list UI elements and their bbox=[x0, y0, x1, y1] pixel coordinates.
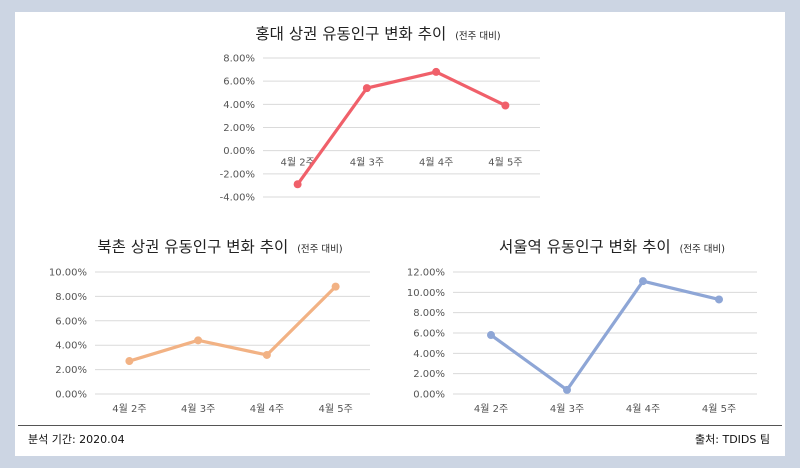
y-tick-label: 10.00% bbox=[49, 268, 87, 279]
chart-card bbox=[15, 12, 785, 456]
x-tick-label: 4월 5주 bbox=[488, 157, 522, 169]
x-tick-label: 4월 2주 bbox=[474, 403, 508, 415]
x-tick-label: 4월 2주 bbox=[280, 157, 314, 169]
series-line bbox=[127, 285, 338, 363]
x-tick-label: 4월 4주 bbox=[250, 403, 284, 415]
x-tick-label: 4월 4주 bbox=[626, 403, 660, 415]
x-tick-label: 4월 5주 bbox=[318, 403, 352, 415]
data-point bbox=[293, 180, 302, 189]
data-source: 출처: TDIDS 팀 bbox=[695, 433, 770, 446]
chart-title-main: 서울역 유동인구 변화 추이 bbox=[499, 238, 671, 256]
y-tick-label: -4.00% bbox=[220, 193, 255, 204]
chart-subtitle: (전주 대비) bbox=[680, 244, 725, 255]
x-tick-label: 4월 3주 bbox=[350, 157, 384, 169]
y-tick-label: 0.00% bbox=[413, 390, 445, 401]
series-line bbox=[296, 70, 507, 186]
y-tick-label: 4.00% bbox=[55, 341, 87, 352]
series-line bbox=[489, 279, 721, 392]
chart-title: 홍대 상권 유동인구 변화 추이 (전주 대비) bbox=[255, 25, 500, 43]
y-tick-label: 2.00% bbox=[55, 365, 87, 376]
chart-title-main: 홍대 상권 유동인구 변화 추이 bbox=[255, 25, 446, 43]
data-point bbox=[501, 101, 510, 110]
data-point bbox=[194, 336, 203, 345]
chart-bukchon: 북촌 상권 유동인구 변화 추이 (전주 대비) 0.00% 2.00% 4.00%… bbox=[49, 238, 370, 415]
x-tick-label: 4월 2주 bbox=[112, 403, 146, 415]
y-tick-label: 8.00% bbox=[413, 308, 445, 319]
y-tick-label: 4.00% bbox=[413, 349, 445, 360]
y-tick-label: -2.00% bbox=[220, 169, 255, 180]
y-tick-label: 2.00% bbox=[413, 369, 445, 380]
y-tick-label: 12.00% bbox=[407, 268, 445, 279]
chart-title: 서울역 유동인구 변화 추이 (전주 대비) bbox=[499, 238, 725, 256]
y-tick-label: 8.00% bbox=[223, 54, 255, 65]
data-point bbox=[563, 385, 571, 394]
y-tick-label: 10.00% bbox=[407, 288, 445, 299]
y-tick-label: 0.00% bbox=[55, 390, 87, 401]
x-tick-label: 4월 3주 bbox=[550, 403, 584, 415]
data-point bbox=[125, 357, 134, 366]
y-tick-label: 4.00% bbox=[223, 100, 255, 111]
data-point bbox=[331, 282, 340, 291]
footer-divider bbox=[18, 425, 782, 426]
analysis-period: 분석 기간: 2020.04 bbox=[28, 433, 125, 446]
chart-seoul-station: 서울역 유동인구 변화 추이 (전주 대비) 0.00% 2.00% 4.00% 6.… bbox=[407, 238, 757, 415]
chart-title: 북촌 상권 유동인구 변화 추이 (전주 대비) bbox=[97, 238, 342, 256]
y-tick-label: 8.00% bbox=[55, 292, 87, 303]
data-point bbox=[639, 277, 647, 286]
chart-title-main: 북촌 상권 유동인구 변화 추이 bbox=[97, 238, 288, 256]
chart-subtitle: (전주 대비) bbox=[455, 31, 500, 42]
y-tick-label: 2.00% bbox=[223, 123, 255, 134]
x-tick-label: 4월 5주 bbox=[702, 403, 736, 415]
y-tick-label: 0.00% bbox=[223, 146, 255, 157]
data-point bbox=[432, 67, 441, 76]
chart-subtitle: (전주 대비) bbox=[297, 244, 342, 255]
data-point bbox=[715, 295, 723, 304]
data-point bbox=[487, 331, 495, 340]
x-tick-label: 4월 4주 bbox=[419, 157, 453, 169]
data-point bbox=[362, 84, 371, 93]
y-tick-label: 6.00% bbox=[413, 329, 445, 340]
y-tick-label: 6.00% bbox=[55, 316, 87, 327]
chart-hongdae: 홍대 상권 유동인구 변화 추이 (전주 대비) -4.00% -2.00% 0.0… bbox=[220, 25, 540, 204]
y-tick-label: 6.00% bbox=[223, 77, 255, 88]
x-tick-label: 4월 3주 bbox=[181, 403, 215, 415]
data-point bbox=[262, 350, 271, 359]
